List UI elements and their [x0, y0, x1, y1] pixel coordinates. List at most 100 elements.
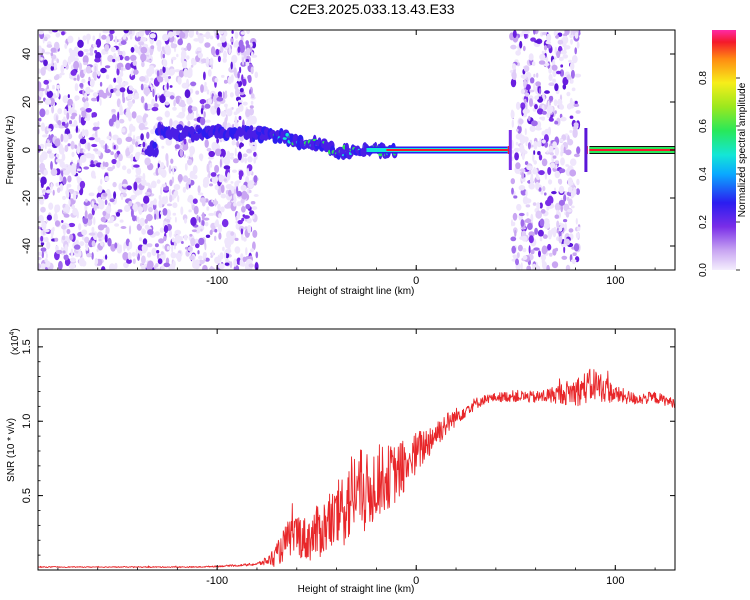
- colorbar-label: Normalized spectral amplitude: [737, 82, 748, 217]
- noise-speckle: [162, 208, 168, 216]
- noise-speckle: [148, 207, 153, 213]
- noise-speckle: [224, 103, 228, 108]
- noise-speckle: [560, 116, 567, 122]
- noise-speckle: [532, 153, 535, 162]
- noise-speckle: [234, 40, 239, 48]
- noise-speckle: [529, 125, 536, 132]
- noise-speckle: [245, 122, 251, 126]
- noise-speckle: [515, 162, 521, 170]
- noise-speckle: [209, 229, 213, 236]
- noise-speckle: [523, 98, 527, 104]
- noise-speckle: [174, 216, 177, 223]
- noise-speckle: [101, 34, 107, 40]
- noise-speckle: [204, 103, 211, 109]
- noise-speckle: [242, 78, 247, 87]
- noise-speckle: [514, 152, 519, 161]
- signal-edge-right-spread: [584, 128, 588, 172]
- noise-speckle: [541, 158, 548, 167]
- noise-speckle: [105, 254, 108, 260]
- noise-speckle: [46, 128, 52, 132]
- noise-speckle: [199, 99, 207, 105]
- noise-speckle: [561, 243, 567, 248]
- noise-speckle: [91, 226, 95, 234]
- noise-speckle: [558, 185, 565, 194]
- noise-speckle: [66, 228, 71, 235]
- noise-speckle: [68, 47, 73, 54]
- noise-speckle: [224, 117, 228, 127]
- x-tick-label: -100: [206, 275, 228, 287]
- noise-speckle: [557, 98, 563, 106]
- noise-speckle: [104, 143, 108, 152]
- noise-speckle: [562, 54, 569, 59]
- noise-speckle: [510, 44, 517, 50]
- noise-speckle: [157, 253, 160, 260]
- noise-speckle: [245, 47, 251, 56]
- noise-speckle: [69, 257, 76, 263]
- noise-speckle: [160, 186, 163, 196]
- noise-speckle: [38, 117, 42, 122]
- noise-speckle: [188, 112, 194, 120]
- noise-speckle: [164, 44, 171, 52]
- noise-speckle: [82, 149, 86, 153]
- noise-speckle: [541, 50, 545, 54]
- noise-speckle: [109, 30, 115, 34]
- noise-speckle: [536, 108, 544, 115]
- noise-speckle: [221, 74, 225, 78]
- noise-speckle: [91, 143, 98, 148]
- noise-speckle: [66, 183, 69, 193]
- noise-speckle: [516, 203, 522, 211]
- noise-speckle: [512, 254, 518, 258]
- noise-speckle: [69, 123, 77, 127]
- noise-speckle: [62, 176, 67, 185]
- noise-speckle: [61, 121, 66, 126]
- noise-speckle: [60, 175, 63, 182]
- noise-speckle: [197, 250, 200, 255]
- noise-speckle: [538, 170, 545, 176]
- noise-speckle: [556, 70, 562, 75]
- noise-speckle: [120, 40, 127, 45]
- noise-speckle: [61, 224, 67, 230]
- noise-speckle: [535, 181, 540, 191]
- noise-speckle: [218, 263, 225, 270]
- noise-speckle: [67, 56, 72, 65]
- noise-speckle: [569, 158, 577, 166]
- noise-speckle: [55, 158, 61, 163]
- noise-speckle: [254, 262, 259, 270]
- noise-speckle: [543, 45, 548, 51]
- noise-speckle: [82, 35, 87, 41]
- noise-speckle: [218, 232, 222, 240]
- noise-speckle: [91, 112, 98, 118]
- noise-speckle: [40, 206, 46, 213]
- noise-speckle: [545, 40, 551, 45]
- noise-speckle: [124, 55, 130, 61]
- noise-speckle: [100, 140, 104, 148]
- noise-speckle: [73, 244, 81, 250]
- snr-panel: -100 0 100 0.5 1.0 1.5 Height of straight li…: [6, 328, 676, 595]
- noise-speckle: [515, 50, 521, 56]
- noise-speckle: [40, 181, 44, 188]
- noise-speckle: [57, 108, 63, 115]
- noise-speckle: [214, 198, 217, 207]
- noise-speckle: [558, 199, 566, 206]
- noise-speckle: [219, 30, 225, 35]
- noise-speckle: [160, 50, 163, 60]
- noise-speckle: [530, 77, 535, 84]
- noise-speckle: [199, 197, 206, 204]
- noise-speckle: [153, 103, 159, 109]
- noise-speckle: [522, 108, 529, 115]
- noise-speckle: [144, 157, 151, 166]
- noise-speckle: [180, 102, 186, 108]
- noise-speckle: [522, 45, 526, 52]
- noise-speckle: [100, 178, 103, 185]
- noise-speckle: [548, 67, 552, 74]
- noise-speckle: [535, 210, 542, 219]
- noise-speckle: [150, 84, 153, 92]
- noise-speckle: [181, 60, 188, 69]
- noise-speckle: [87, 142, 91, 152]
- noise-speckle: [38, 81, 42, 90]
- noise-speckle: [39, 108, 46, 118]
- signal-band-core: [386, 149, 508, 151]
- noise-speckle: [172, 212, 177, 216]
- noise-speckle: [252, 241, 256, 251]
